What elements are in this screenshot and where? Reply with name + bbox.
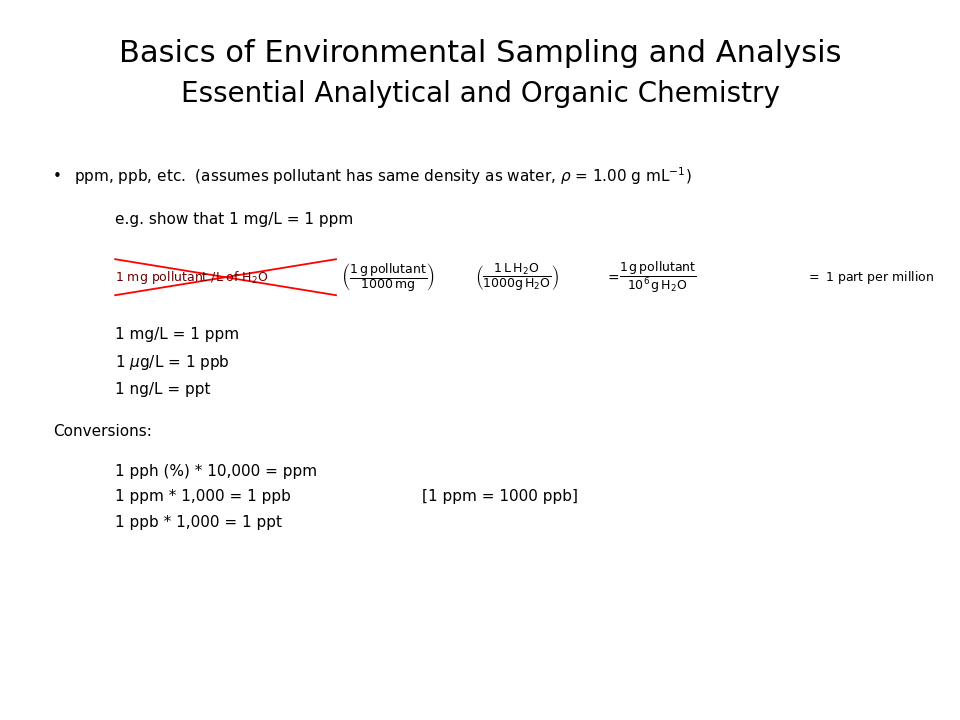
Text: 1 pph (%) * 10,000 = ppm: 1 pph (%) * 10,000 = ppm xyxy=(115,464,318,479)
Text: $\left(\dfrac{\mathrm{1\,g\,pollutant}}{\mathrm{1000\,mg}}\right)$: $\left(\dfrac{\mathrm{1\,g\,pollutant}}{… xyxy=(341,261,435,294)
Text: •: • xyxy=(53,169,61,184)
Text: 1 ppb * 1,000 = 1 ppt: 1 ppb * 1,000 = 1 ppt xyxy=(115,515,282,529)
Text: e.g. show that 1 mg/L = 1 ppm: e.g. show that 1 mg/L = 1 ppm xyxy=(115,212,353,227)
Text: Conversions:: Conversions: xyxy=(53,425,152,439)
Text: [1 ppm = 1000 ppb]: [1 ppm = 1000 ppb] xyxy=(422,490,578,504)
Text: $=$: $=$ xyxy=(605,270,619,284)
Text: $\dfrac{\mathrm{1\,g\,pollutant}}{\mathrm{10^6\,g\,H_2O}}$: $\dfrac{\mathrm{1\,g\,pollutant}}{\mathr… xyxy=(619,260,697,294)
Text: 1 ppm * 1,000 = 1 ppb: 1 ppm * 1,000 = 1 ppb xyxy=(115,490,291,504)
Text: $\left(\dfrac{\mathrm{1\,L\,H_2O}}{\mathrm{1000g\,H_2O}}\right)$: $\left(\dfrac{\mathrm{1\,L\,H_2O}}{\math… xyxy=(475,261,560,293)
Text: $=$ 1 part per million: $=$ 1 part per million xyxy=(806,269,935,286)
Text: Essential Analytical and Organic Chemistry: Essential Analytical and Organic Chemist… xyxy=(180,80,780,107)
Text: Basics of Environmental Sampling and Analysis: Basics of Environmental Sampling and Ana… xyxy=(119,40,841,68)
Text: 1 mg pollutant /L of H$_2$O: 1 mg pollutant /L of H$_2$O xyxy=(115,269,269,286)
Text: ppm, ppb, etc.  (assumes pollutant has same density as water, $\rho$ = 1.00 g mL: ppm, ppb, etc. (assumes pollutant has sa… xyxy=(74,166,692,187)
Text: 1 mg/L = 1 ppm: 1 mg/L = 1 ppm xyxy=(115,328,239,342)
Text: 1 ng/L = ppt: 1 ng/L = ppt xyxy=(115,382,210,397)
Text: 1 $\mu$g/L = 1 ppb: 1 $\mu$g/L = 1 ppb xyxy=(115,353,230,372)
